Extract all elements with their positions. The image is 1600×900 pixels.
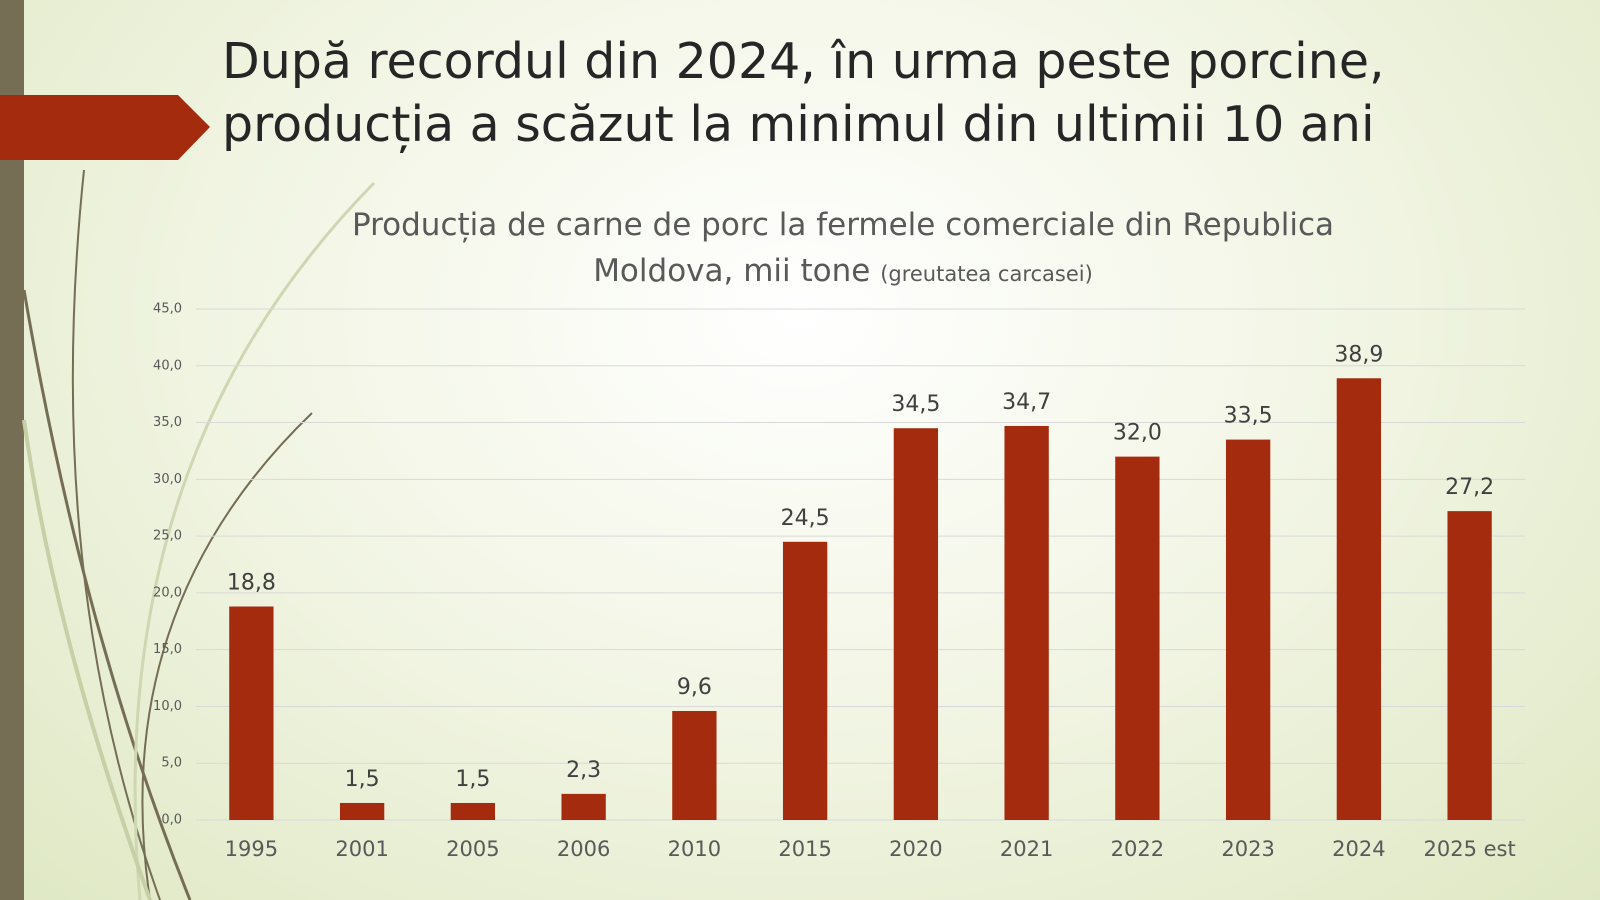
- curve: [22, 419, 152, 900]
- bar: [1447, 511, 1492, 820]
- bar: [450, 802, 496, 820]
- curve: [141, 412, 313, 900]
- value-label: 34,5: [891, 392, 940, 417]
- bar: [229, 606, 274, 820]
- title-arrow: [0, 95, 210, 160]
- curve: [71, 169, 161, 900]
- x-tick-label: 2023: [1221, 837, 1274, 861]
- value-label: 38,9: [1334, 342, 1383, 367]
- bar: [1115, 456, 1160, 820]
- y-tick-label: 40,0: [153, 358, 182, 373]
- x-tick-label: 2024: [1332, 837, 1385, 861]
- value-label: 2,3: [566, 758, 601, 783]
- x-tick-label: 2006: [557, 837, 610, 861]
- bar: [893, 428, 939, 820]
- chart-title-block: Producția de carne de porc la fermele co…: [283, 202, 1403, 297]
- x-tick-label: 2025 est: [1424, 837, 1516, 861]
- x-tick-label: 2015: [778, 837, 831, 861]
- x-tick-label: 1995: [225, 837, 278, 861]
- x-tick-label: 2021: [1000, 837, 1053, 861]
- value-label: 1,5: [455, 767, 490, 792]
- bar: [1225, 439, 1271, 820]
- y-tick-label: 15,0: [153, 642, 182, 657]
- curve: [133, 181, 376, 900]
- value-label: 27,2: [1445, 475, 1494, 500]
- y-tick-label: 45,0: [153, 302, 182, 317]
- y-tick-label: 35,0: [153, 415, 182, 430]
- value-label: 24,5: [781, 506, 830, 531]
- x-tick-label: 2005: [446, 837, 499, 861]
- curve: [22, 289, 192, 900]
- chart-subtitle: (greutatea carcasei): [880, 262, 1093, 286]
- bar: [1004, 425, 1049, 820]
- value-label: 32,0: [1113, 421, 1162, 446]
- slide-title: După recordul din 2024, în urma peste po…: [222, 30, 1385, 156]
- y-tick-label: 0,0: [161, 813, 182, 828]
- slide-title-line: producția a scăzut la minimul din ultimi…: [222, 96, 1375, 153]
- x-tick-label: 2010: [668, 837, 721, 861]
- bar: [339, 802, 385, 820]
- bar: [782, 541, 828, 820]
- x-tick-label: 2001: [335, 837, 388, 861]
- x-tick-label: 2020: [889, 837, 942, 861]
- y-tick-label: 30,0: [153, 472, 182, 487]
- bar: [1336, 378, 1382, 820]
- x-tick-label: 2022: [1111, 837, 1164, 861]
- value-label: 33,5: [1224, 404, 1273, 429]
- y-tick-label: 20,0: [153, 585, 182, 600]
- value-label: 18,8: [227, 571, 276, 596]
- chart-title: Producția de carne de porc la fermele co…: [351, 207, 1335, 289]
- y-tick-label: 10,0: [153, 699, 182, 714]
- y-tick-label: 25,0: [153, 529, 182, 544]
- y-tick-label: 5,0: [161, 756, 182, 771]
- slide-title-line: După recordul din 2024, în urma peste po…: [222, 33, 1385, 90]
- value-label: 34,7: [1002, 390, 1051, 415]
- value-label: 1,5: [345, 767, 380, 792]
- bar: [561, 793, 606, 820]
- value-label: 9,6: [677, 675, 712, 700]
- bar: [672, 710, 717, 820]
